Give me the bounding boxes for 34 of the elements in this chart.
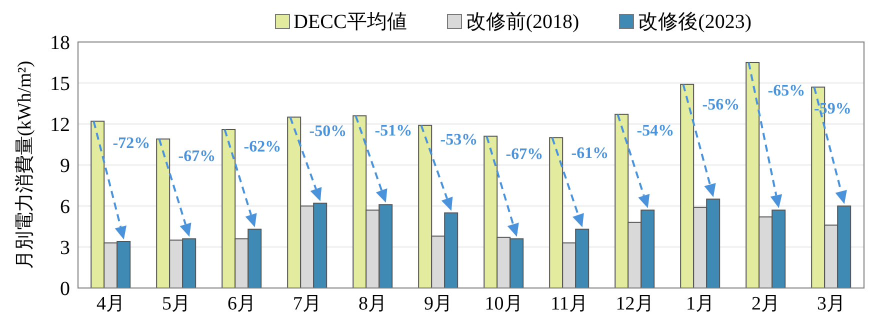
y-axis-title: 月別電力消費量(kWh/m²) bbox=[14, 60, 36, 270]
annotation: -72% bbox=[112, 134, 150, 152]
x-tick-label: 8月 bbox=[358, 293, 387, 314]
annotation: -54% bbox=[636, 122, 674, 140]
y-tick-label: 12 bbox=[50, 114, 70, 136]
annotation: -61% bbox=[571, 144, 609, 162]
legend-label: DECC平均値 bbox=[294, 10, 407, 34]
y-tick-label: 0 bbox=[60, 278, 70, 300]
x-tick-label: 12月 bbox=[616, 293, 654, 314]
annotation: -50% bbox=[309, 123, 347, 140]
legend-label: 改修前(2018) bbox=[466, 10, 580, 34]
x-tick-label: 2月 bbox=[752, 293, 780, 314]
y-tick-label: 9 bbox=[60, 155, 70, 178]
y-tick-label: 18 bbox=[50, 32, 70, 54]
annotation: -62% bbox=[244, 138, 282, 156]
y-tick-label: 15 bbox=[50, 73, 70, 96]
legend-label: 改修後(2023) bbox=[638, 10, 752, 34]
annotation: -65% bbox=[768, 82, 806, 100]
annotation: -56% bbox=[702, 96, 740, 114]
x-tick-label: 7月 bbox=[293, 293, 322, 314]
x-tick-label: 1月 bbox=[686, 293, 714, 314]
annotation: -53% bbox=[440, 132, 478, 149]
x-tick-label: 3月 bbox=[817, 293, 846, 314]
annotation: -51% bbox=[374, 122, 412, 140]
x-tick-label: 11月 bbox=[550, 293, 588, 314]
x-tick-label: 4月 bbox=[96, 293, 125, 314]
annotation: -67% bbox=[506, 146, 544, 163]
x-tick-label: 6月 bbox=[228, 293, 256, 314]
y-tick-label: 6 bbox=[60, 196, 70, 218]
x-tick-label: 5月 bbox=[162, 293, 190, 314]
x-tick-label: 9月 bbox=[424, 293, 452, 314]
annotation: -67% bbox=[178, 148, 216, 166]
y-tick-label: 3 bbox=[60, 237, 70, 260]
x-tick-label: 10月 bbox=[484, 293, 523, 314]
